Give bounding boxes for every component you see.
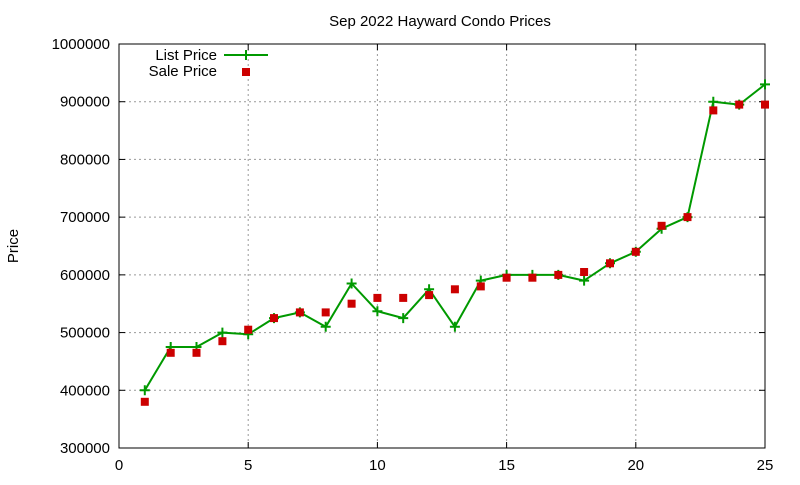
y-tick-label: 500000 bbox=[60, 325, 110, 342]
sale-price-point bbox=[709, 106, 718, 115]
sale-price-point bbox=[321, 308, 330, 317]
chart-title: Sep 2022 Hayward Condo Prices bbox=[329, 13, 551, 30]
sale-price-point bbox=[373, 293, 382, 302]
y-tick-label: 300000 bbox=[60, 440, 110, 457]
x-tick-labels: 0 5 10 15 20 25 bbox=[115, 457, 774, 474]
list-price-point bbox=[398, 313, 409, 324]
sale-price-point bbox=[528, 273, 537, 282]
legend-label-sale-price: Sale Price bbox=[149, 63, 217, 80]
y-tick-label: 400000 bbox=[60, 382, 110, 399]
sale-price-point bbox=[399, 293, 408, 302]
sale-price-point bbox=[683, 213, 692, 222]
sale-price-point bbox=[580, 268, 589, 276]
legend: List Price Sale Price bbox=[149, 47, 268, 80]
y-tick-label: 900000 bbox=[60, 94, 110, 111]
x-tick-label: 15 bbox=[498, 457, 515, 474]
legend-marker-list-price bbox=[241, 50, 251, 60]
series-layer bbox=[139, 79, 770, 406]
sale-price-point bbox=[657, 221, 666, 230]
sale-price-point bbox=[295, 308, 304, 317]
y-tick-label: 700000 bbox=[60, 209, 110, 226]
legend-label-list-price: List Price bbox=[155, 47, 217, 64]
plot-frame bbox=[118, 43, 766, 449]
x-tick-label: 5 bbox=[244, 457, 252, 474]
sale-price-point bbox=[218, 337, 227, 346]
list-price-point bbox=[708, 96, 719, 107]
series-1 bbox=[140, 100, 769, 406]
sale-price-point bbox=[761, 100, 769, 109]
sale-price-point bbox=[554, 270, 563, 279]
y-tick-label: 800000 bbox=[60, 151, 110, 168]
axis-ticks bbox=[118, 43, 766, 449]
series-0 bbox=[139, 79, 770, 396]
list-price-point bbox=[139, 385, 150, 396]
sale-price-point bbox=[735, 100, 744, 109]
legend-marker-sale-price bbox=[242, 68, 250, 76]
list-price-line bbox=[143, 83, 766, 391]
list-price-point bbox=[320, 321, 331, 332]
x-tick-label: 20 bbox=[627, 457, 644, 474]
sale-price-point bbox=[140, 397, 149, 406]
y-tick-label: 600000 bbox=[60, 267, 110, 284]
x-tick-label: 0 bbox=[115, 457, 123, 474]
sale-price-point bbox=[270, 314, 278, 323]
list-price-point bbox=[346, 278, 357, 289]
sale-price-point bbox=[425, 291, 434, 300]
y-axis-label: Price bbox=[5, 229, 22, 263]
list-price-point bbox=[449, 321, 460, 332]
sale-price-point bbox=[244, 325, 253, 334]
list-price-point bbox=[760, 79, 770, 90]
sale-price-point bbox=[192, 348, 201, 357]
sale-price-point bbox=[450, 285, 459, 294]
x-tick-label: 25 bbox=[757, 457, 774, 474]
grid-lines bbox=[119, 44, 765, 448]
list-price-point bbox=[579, 275, 590, 286]
sale-price-point bbox=[502, 273, 511, 282]
sale-price-point bbox=[166, 348, 175, 357]
sale-price-point bbox=[476, 282, 485, 291]
list-price-point bbox=[217, 327, 228, 338]
sale-price-point bbox=[347, 299, 356, 308]
sale-price-point bbox=[606, 259, 614, 268]
y-tick-labels: 300000 400000 500000 600000 700000 800000 9000… bbox=[52, 36, 110, 457]
x-tick-label: 10 bbox=[369, 457, 386, 474]
list-price-point bbox=[372, 306, 383, 317]
y-tick-label: 1000000 bbox=[52, 36, 110, 53]
sale-price-point bbox=[631, 247, 640, 256]
